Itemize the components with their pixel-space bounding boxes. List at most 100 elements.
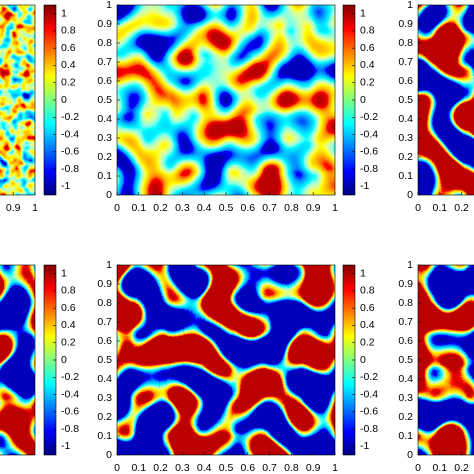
colorbar-tick-label: 0.4 xyxy=(61,319,76,331)
colorbar-tick-label: -0.6 xyxy=(360,146,378,158)
x-tick-label: 0.2 xyxy=(454,202,469,214)
colorbar-tick-label: -0.6 xyxy=(61,406,79,418)
y-tick-label: 0.9 xyxy=(398,278,413,290)
x-tick-label: 1 xyxy=(332,462,338,474)
x-tick-label: 0.2 xyxy=(153,202,168,214)
x-tick-label: 0.9 xyxy=(306,462,321,474)
x-tick-label: 0.9 xyxy=(6,202,21,214)
x-tick-label: 0.8 xyxy=(284,462,299,474)
colorbar-tick-label: 0.4 xyxy=(360,319,375,331)
y-tick-label: 0.1 xyxy=(398,170,413,182)
colorbar-tick-label: 0 xyxy=(360,354,366,366)
x-tick-label: 0.6 xyxy=(240,202,255,214)
heatmap-field xyxy=(418,5,474,195)
colorbar-tick-label: 0 xyxy=(61,94,67,106)
y-tick-label: 0.5 xyxy=(398,354,413,366)
colorbar-tick-label: -0.4 xyxy=(360,388,378,400)
y-tick-label: 1 xyxy=(106,0,112,11)
y-tick-label: 1 xyxy=(407,259,413,271)
colorbar-tick-label: -0.8 xyxy=(360,423,378,435)
x-tick-label: 0 xyxy=(415,462,421,474)
y-tick-label: 0.7 xyxy=(97,56,112,68)
colorbar-tick-label: 0 xyxy=(61,354,67,366)
y-tick-label: 0.4 xyxy=(97,373,112,385)
colorbar-tick-label: 1 xyxy=(360,7,366,19)
colorbar-tick-label: -0.8 xyxy=(61,423,79,435)
y-tick-label: 0.9 xyxy=(398,18,413,30)
y-tick-label: 0.3 xyxy=(398,392,413,404)
y-tick-label: 0.4 xyxy=(398,373,413,385)
colorbar-tick-label: 0.6 xyxy=(360,42,375,54)
x-tick-label: 0.6 xyxy=(240,462,255,474)
x-tick-label: 0.3 xyxy=(175,202,190,214)
x-tick-label: 0.5 xyxy=(219,462,234,474)
colorbar-tick-label: -0.4 xyxy=(360,128,378,140)
heatmap-field xyxy=(0,5,35,195)
y-tick-label: 0 xyxy=(106,449,112,461)
x-tick-label: 0.8 xyxy=(284,202,299,214)
y-tick-label: 0.5 xyxy=(97,354,112,366)
colorbar-tick-label: -0.2 xyxy=(360,111,378,123)
colorbar-tick-label: -0.4 xyxy=(61,388,79,400)
y-tick-label: 0.3 xyxy=(398,132,413,144)
y-tick-label: 1 xyxy=(106,259,112,271)
colorbar-tick-label: -0.2 xyxy=(360,371,378,383)
x-tick-label: 0 xyxy=(114,462,120,474)
colorbar-tick-label: 0.8 xyxy=(61,25,76,37)
y-tick-label: 0.9 xyxy=(97,278,112,290)
y-tick-label: 0.6 xyxy=(97,335,112,347)
colorbar-tick-label: -1 xyxy=(61,440,70,452)
colorbar-tick-label: -0.4 xyxy=(61,128,79,140)
y-tick-label: 0.2 xyxy=(97,151,112,163)
y-tick-label: 0 xyxy=(407,449,413,461)
x-tick-label: 0.9 xyxy=(306,202,321,214)
y-tick-label: 0.4 xyxy=(398,113,413,125)
plot-frame xyxy=(0,4,36,196)
x-tick-label: 0.1 xyxy=(131,462,146,474)
colorbar-tick-label: -0.6 xyxy=(61,146,79,158)
x-tick-label: 1 xyxy=(332,202,338,214)
colorbar-tick-label: -0.2 xyxy=(61,371,79,383)
y-tick-label: 0.8 xyxy=(97,297,112,309)
x-tick-label: 0 xyxy=(114,202,120,214)
heatmap-field xyxy=(418,265,474,455)
y-tick-label: 0.5 xyxy=(97,94,112,106)
x-tick-label: 0.1 xyxy=(432,462,447,474)
colorbar-tick-label: 1 xyxy=(61,267,67,279)
y-tick-label: 0.1 xyxy=(97,170,112,182)
y-tick-label: 0.3 xyxy=(97,392,112,404)
x-tick-label: 0.4 xyxy=(197,202,212,214)
y-tick-label: 0.3 xyxy=(97,132,112,144)
heatmap-field xyxy=(0,265,35,455)
colorbar-tick-label: -0.2 xyxy=(61,111,79,123)
y-tick-label: 0.7 xyxy=(97,316,112,328)
y-tick-label: 0.2 xyxy=(398,151,413,163)
colorbar-tick-label: 0.8 xyxy=(61,285,76,297)
y-tick-label: 0.2 xyxy=(398,411,413,423)
x-tick-label: 0 xyxy=(415,202,421,214)
y-tick-label: 0.5 xyxy=(398,94,413,106)
colorbar-tick-label: -0.8 xyxy=(61,163,79,175)
y-tick-label: 0.4 xyxy=(97,113,112,125)
colorbar-tick-label: 0.8 xyxy=(360,25,375,37)
colorbar-tick-label: 0.2 xyxy=(360,77,375,89)
x-tick-label: 0.2 xyxy=(454,462,469,474)
x-tick-label: 0.3 xyxy=(175,462,190,474)
x-tick-label: 0.1 xyxy=(131,202,146,214)
x-tick-label: 0.5 xyxy=(219,202,234,214)
colorbar-tick-label: 0.4 xyxy=(61,59,76,71)
plot-frame xyxy=(0,264,36,456)
colorbar-tick-label: 0.2 xyxy=(61,337,76,349)
y-tick-label: 0.8 xyxy=(398,297,413,309)
heatmap-field xyxy=(117,5,335,195)
x-tick-label: 0.2 xyxy=(153,462,168,474)
colorbar-tick-label: 1 xyxy=(360,267,366,279)
colorbar-tick-label: 0 xyxy=(360,94,366,106)
y-tick-label: 1 xyxy=(407,0,413,11)
y-tick-label: 0.6 xyxy=(97,75,112,87)
y-tick-label: 0 xyxy=(407,189,413,201)
colorbar-tick-label: 0.2 xyxy=(61,77,76,89)
colorbar-tick-label: -0.8 xyxy=(360,163,378,175)
y-tick-label: 0.8 xyxy=(398,37,413,49)
